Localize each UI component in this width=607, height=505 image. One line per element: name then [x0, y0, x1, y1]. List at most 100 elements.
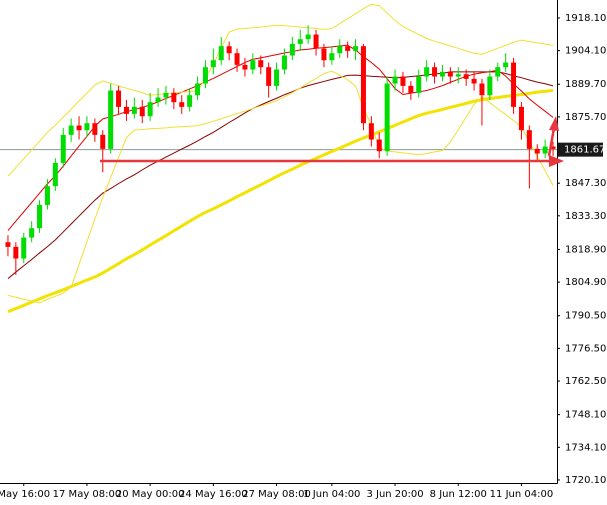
candle-body — [313, 34, 319, 49]
candle-body — [21, 237, 27, 259]
candle-body — [171, 92, 177, 103]
candle-body — [416, 76, 422, 93]
candle-body — [92, 123, 98, 135]
y-tick-label: 1762.50 — [565, 376, 606, 387]
candle-body — [345, 46, 351, 51]
candle-body — [305, 34, 311, 40]
candle-body — [218, 46, 224, 61]
candle-body — [471, 78, 477, 84]
candle-body — [518, 106, 524, 131]
x-tick-label: 27 May 08:00 — [242, 489, 311, 500]
candle-body — [337, 46, 343, 54]
candle-body — [187, 95, 193, 107]
candle-body — [487, 76, 493, 96]
candle-body — [368, 123, 374, 140]
candle-body — [408, 85, 414, 93]
candle-body — [226, 46, 232, 54]
candle-body — [329, 53, 335, 61]
candle-body — [463, 74, 469, 79]
candle-body — [123, 106, 129, 114]
x-tick-label: 1 Jun 04:00 — [303, 489, 360, 500]
candle-body — [68, 125, 74, 135]
candle-body — [376, 139, 382, 152]
x-tick-label: 11 Jun 04:00 — [490, 489, 554, 500]
candle-body — [258, 60, 264, 68]
y-tick-label: 1748.10 — [565, 410, 606, 421]
y-tick-label: 1875.70 — [565, 112, 606, 123]
candle-body — [392, 76, 398, 84]
candle-body — [108, 90, 114, 149]
candle-body — [503, 62, 509, 68]
candle-body — [37, 204, 43, 229]
candle-body — [479, 83, 485, 96]
x-tick-label: May 16:00 — [0, 489, 50, 500]
indicator-line — [7, 44, 554, 231]
candle-body — [52, 162, 58, 187]
plot-area — [0, 3, 557, 314]
candle-body — [353, 46, 359, 51]
candle-body — [534, 148, 540, 154]
candle-body — [210, 60, 216, 68]
candle-body — [289, 43, 295, 56]
y-tick-label: 1776.50 — [565, 343, 606, 354]
candle-body — [29, 228, 35, 238]
x-tick-label: 8 Jun 12:00 — [430, 489, 487, 500]
candle-body — [131, 106, 137, 114]
candle-body — [44, 186, 50, 205]
candle-body — [424, 67, 430, 77]
candle-body — [447, 71, 453, 77]
candle-body — [542, 146, 548, 154]
candle-body — [281, 55, 287, 70]
arrow-head — [549, 116, 559, 131]
candle-body — [139, 106, 145, 117]
candle-body — [147, 102, 153, 117]
x-tick-label: 20 May 00:00 — [116, 489, 185, 500]
indicator-line — [7, 3, 554, 177]
candle-body — [155, 97, 161, 103]
x-tick-label: 24 May 16:00 — [179, 489, 248, 500]
annotation-arrows — [100, 116, 564, 167]
last-price-label: 1861.67 — [564, 145, 605, 156]
y-tick-label: 1720.10 — [565, 475, 606, 486]
up-arrow — [547, 127, 556, 157]
candle-body — [100, 134, 106, 149]
candle-body — [163, 92, 169, 98]
y-tick-label: 1833.30 — [565, 211, 606, 222]
candle-body — [266, 67, 272, 86]
candle-body — [242, 64, 248, 70]
y-tick-label: 1847.30 — [565, 178, 606, 189]
y-tick-label: 1734.10 — [565, 442, 606, 453]
indicator-line — [7, 70, 554, 304]
candle-body — [195, 83, 201, 96]
candle-body — [13, 246, 19, 259]
x-tick-label: 3 Jun 20:00 — [366, 489, 423, 500]
candle-body — [60, 134, 66, 163]
candle-body — [384, 83, 390, 152]
y-tick-label: 1818.90 — [565, 244, 606, 255]
candle-body — [321, 48, 327, 61]
last-price-tag — [558, 142, 603, 157]
candle-body — [84, 123, 90, 131]
y-tick-label: 1804.90 — [565, 277, 606, 288]
candle-body — [179, 102, 185, 107]
candle-body — [116, 90, 122, 107]
indicator-line — [7, 71, 554, 279]
candle-body — [439, 71, 445, 77]
candle-body — [297, 39, 303, 44]
x-tick-label: 17 May 08:00 — [53, 489, 122, 500]
candle-body — [360, 46, 366, 124]
candle-body — [202, 67, 208, 84]
candle-body — [400, 76, 406, 86]
y-tick-label: 1790.50 — [565, 311, 606, 322]
y-tick-label: 1889.70 — [565, 79, 606, 90]
candle-body — [495, 67, 501, 77]
candle-body — [234, 53, 240, 65]
candle-body — [526, 130, 532, 149]
candle-body — [5, 242, 11, 247]
candle-body — [250, 60, 256, 70]
candle-body — [76, 125, 82, 131]
candle-body — [550, 146, 556, 149]
